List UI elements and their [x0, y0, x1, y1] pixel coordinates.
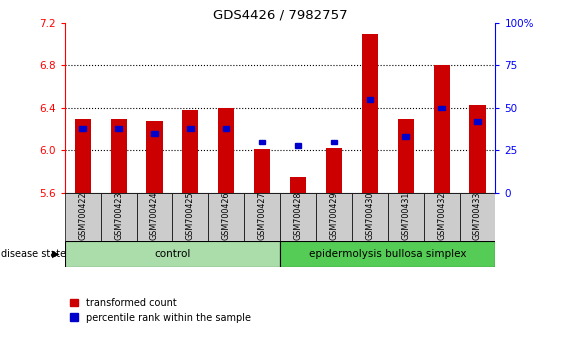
Bar — [146, 121, 163, 193]
Bar — [244, 193, 280, 241]
Text: GSM700433: GSM700433 — [473, 192, 482, 240]
Bar — [388, 193, 424, 241]
Bar — [79, 126, 86, 131]
Bar — [218, 108, 234, 193]
Bar — [434, 65, 450, 193]
Bar — [326, 148, 342, 193]
Text: GSM700427: GSM700427 — [258, 192, 267, 240]
Text: GSM700428: GSM700428 — [293, 192, 302, 240]
Bar — [65, 193, 101, 241]
Bar — [362, 34, 378, 193]
Bar — [101, 193, 137, 241]
Bar — [223, 126, 230, 131]
Bar — [470, 105, 485, 193]
Bar — [75, 119, 91, 193]
Bar — [474, 119, 481, 124]
Text: GSM700423: GSM700423 — [114, 192, 123, 240]
Bar — [424, 193, 459, 241]
Bar — [367, 97, 373, 102]
Bar — [151, 131, 158, 136]
Bar — [280, 193, 316, 241]
Legend: transformed count, percentile rank within the sample: transformed count, percentile rank withi… — [70, 298, 251, 322]
Text: GSM700422: GSM700422 — [78, 192, 87, 240]
Text: GSM700429: GSM700429 — [329, 192, 338, 240]
Bar — [403, 135, 409, 139]
Text: epidermolysis bullosa simplex: epidermolysis bullosa simplex — [309, 249, 467, 259]
Bar — [182, 110, 198, 193]
Text: control: control — [154, 249, 191, 259]
Bar — [280, 241, 495, 267]
Text: GSM700432: GSM700432 — [437, 192, 446, 240]
Bar — [397, 119, 414, 193]
Bar — [115, 126, 122, 131]
Bar — [316, 193, 352, 241]
Text: ▶: ▶ — [52, 249, 59, 259]
Bar — [137, 193, 172, 241]
Bar — [254, 149, 270, 193]
Bar — [295, 143, 301, 148]
Bar — [172, 193, 208, 241]
Text: GSM700430: GSM700430 — [365, 192, 374, 240]
Bar — [259, 139, 265, 144]
Text: GSM700426: GSM700426 — [222, 192, 231, 240]
Text: GSM700424: GSM700424 — [150, 192, 159, 240]
Bar — [330, 139, 337, 144]
Bar — [439, 105, 445, 110]
Text: GSM700425: GSM700425 — [186, 192, 195, 240]
Text: GSM700431: GSM700431 — [401, 192, 410, 240]
Bar — [459, 193, 495, 241]
Bar — [187, 126, 194, 131]
Bar — [208, 193, 244, 241]
Bar — [65, 241, 280, 267]
Bar — [352, 193, 388, 241]
Text: disease state: disease state — [1, 249, 66, 259]
Bar — [290, 177, 306, 193]
Text: GDS4426 / 7982757: GDS4426 / 7982757 — [213, 9, 347, 22]
Bar — [110, 119, 127, 193]
